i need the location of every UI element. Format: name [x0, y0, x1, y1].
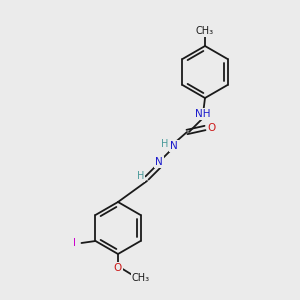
Text: N: N: [170, 141, 178, 151]
Text: CH₃: CH₃: [132, 273, 150, 283]
Text: N: N: [155, 157, 163, 167]
Text: O: O: [208, 123, 216, 133]
Text: I: I: [73, 238, 76, 248]
Text: H: H: [161, 139, 169, 149]
Text: CH₃: CH₃: [196, 26, 214, 36]
Text: O: O: [114, 263, 122, 273]
Text: H: H: [137, 171, 145, 181]
Text: NH: NH: [195, 109, 211, 119]
